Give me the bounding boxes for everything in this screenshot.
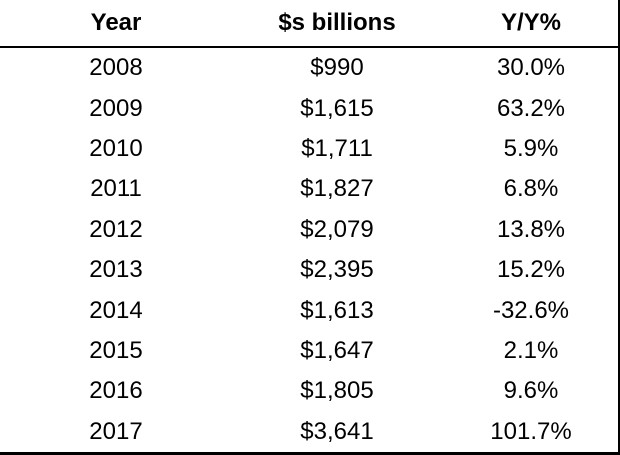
cell-amount: $2,395: [300, 256, 374, 284]
cell-yoy: 9.6%: [503, 377, 559, 405]
table-row: 2017 $3,641 101.7%: [0, 411, 620, 455]
cell-yoy: 30.0%: [496, 54, 566, 82]
cell-amount: $2,079: [300, 215, 374, 243]
cell-yoy: 101.7%: [442, 411, 620, 455]
cell-year: 2008: [89, 54, 143, 82]
column-header-amount: $s billions: [232, 0, 442, 48]
cell-year: 2009: [89, 94, 143, 122]
cell-amount: $990: [310, 54, 364, 82]
right-border: [618, 0, 620, 454]
column-header-year: Year: [0, 0, 232, 48]
cell-amount: $1,647: [300, 336, 374, 364]
table-row: 2009 $1,615 63.2%: [0, 88, 620, 128]
cell-year: 2012: [89, 215, 143, 243]
table-header: Year $s billions Y/Y%: [0, 0, 620, 48]
cell-year: 2017: [0, 411, 232, 455]
cell-yoy: 2.1%: [503, 336, 559, 364]
cell-amount: $1,711: [301, 134, 373, 162]
table-row: 2015 $1,647 2.1%: [0, 331, 620, 371]
cell-amount: $1,805: [300, 377, 374, 405]
table-row: 2016 $1,805 9.6%: [0, 371, 620, 411]
header-row: Year $s billions Y/Y%: [0, 0, 620, 48]
column-header-yoy: Y/Y%: [442, 0, 620, 48]
cell-yoy: -32.6%: [492, 296, 570, 324]
cell-yoy: 63.2%: [496, 94, 566, 122]
table-body: 2008 $990 30.0% 2009 $1,615 63.2% 2010 $1,711 5.…: [0, 47, 620, 455]
table-row: 2010 $1,711 5.9%: [0, 129, 620, 169]
cell-year: 2014: [89, 296, 143, 324]
cell-amount: $1,615: [300, 94, 374, 122]
cell-year: 2016: [89, 377, 143, 405]
table-row: 2011 $1,827 6.8%: [0, 169, 620, 209]
cell-year: 2015: [89, 336, 143, 364]
cell-year: 2010: [89, 134, 143, 162]
table-row: 2008 $990 30.0%: [0, 47, 620, 88]
cell-year: 2013: [89, 256, 143, 284]
cell-yoy: 15.2%: [496, 256, 566, 284]
cell-year: 2011: [90, 175, 142, 203]
table-row: 2012 $2,079 13.8%: [0, 210, 620, 250]
cell-yoy: 13.8%: [496, 215, 566, 243]
cell-amount: $1,613: [300, 296, 374, 324]
cell-amount: $1,827: [300, 175, 374, 203]
cell-amount: $3,641: [232, 411, 442, 455]
cell-yoy: 6.8%: [503, 175, 559, 203]
cell-yoy: 5.9%: [503, 134, 559, 162]
table-row: 2013 $2,395 15.2%: [0, 250, 620, 290]
table-row: 2014 $1,613 -32.6%: [0, 290, 620, 330]
